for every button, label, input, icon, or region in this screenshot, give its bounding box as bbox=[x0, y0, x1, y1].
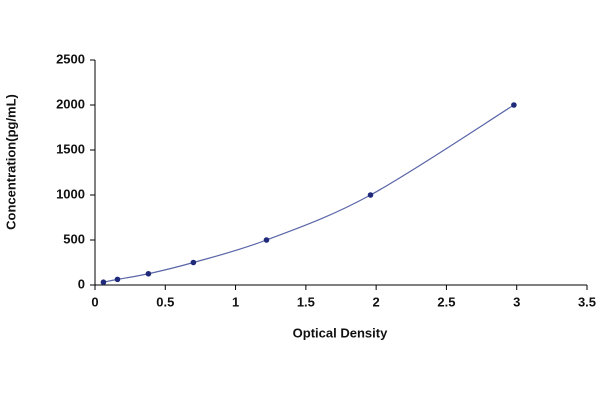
x-axis-title: Optical Density bbox=[293, 325, 388, 340]
y-tick-label: 2500 bbox=[56, 51, 85, 66]
data-point bbox=[511, 102, 517, 108]
x-tick-label: 1 bbox=[232, 294, 239, 309]
y-tick-label: 2000 bbox=[56, 96, 85, 111]
x-tick-label: 3.5 bbox=[578, 294, 596, 309]
y-tick-label: 1500 bbox=[56, 141, 85, 156]
x-tick-label: 0 bbox=[91, 294, 98, 309]
x-tick-label: 2.5 bbox=[437, 294, 455, 309]
y-tick-label: 0 bbox=[78, 276, 85, 291]
data-point bbox=[100, 279, 107, 285]
y-tick-label: 500 bbox=[63, 231, 85, 246]
data-point bbox=[145, 270, 152, 277]
data-point bbox=[367, 192, 374, 198]
data-point bbox=[190, 259, 197, 266]
x-tick-label: 2 bbox=[373, 294, 380, 309]
x-tick-label: 1.5 bbox=[297, 294, 315, 309]
y-axis-title: Concentration(pg/mL) bbox=[3, 94, 18, 230]
x-tick-label: 0.5 bbox=[156, 294, 174, 309]
data-point bbox=[114, 276, 121, 283]
fit-curve bbox=[103, 104, 515, 283]
x-tick-label: 3 bbox=[513, 294, 520, 309]
y-tick-label: 1000 bbox=[56, 186, 85, 201]
data-point bbox=[263, 237, 270, 243]
